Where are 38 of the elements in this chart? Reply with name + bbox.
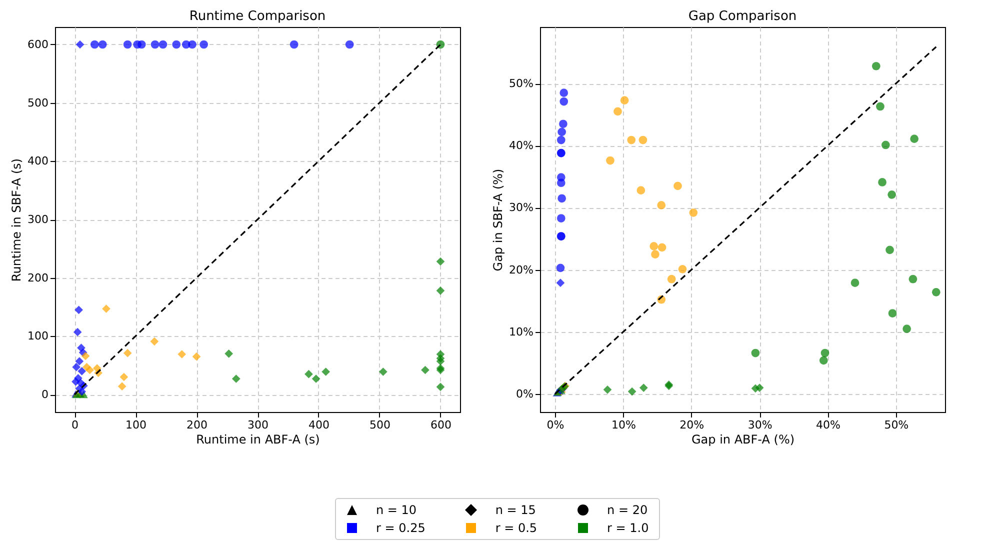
x-tick-label: 400 bbox=[308, 418, 330, 432]
text: n = 15 bbox=[495, 503, 536, 517]
y-tick-label: 50% bbox=[509, 77, 534, 90]
text: r = 1.0 bbox=[607, 521, 649, 535]
text: r = 0.5 bbox=[495, 521, 538, 535]
x-tick-label: 40% bbox=[816, 418, 840, 432]
text: r = 0.25 bbox=[376, 521, 426, 535]
x-tick-label: 0 bbox=[72, 418, 79, 432]
x-tick-label: 600 bbox=[430, 418, 452, 432]
x-tick-label: 20% bbox=[680, 418, 704, 432]
x-axis-title: Runtime in ABF-A (s) bbox=[196, 432, 320, 446]
y-tick-label: 100 bbox=[28, 330, 48, 343]
x-tick-label: 300 bbox=[248, 418, 268, 432]
y-tick-label: 400 bbox=[28, 154, 48, 168]
y-tick-label: 10% bbox=[509, 325, 534, 338]
chart-title: Runtime Comparison bbox=[189, 9, 326, 24]
x-tick-label: 30% bbox=[748, 418, 772, 432]
x-tick-label: 200 bbox=[186, 418, 208, 432]
x-axis-title: Gap in ABF-A (%) bbox=[691, 432, 795, 446]
y-axis-title: Runtime in SBF-A (s) bbox=[10, 158, 24, 282]
y-axis-title: Gap in SBF-A (%) bbox=[491, 168, 506, 272]
text: n = 10 bbox=[376, 503, 417, 517]
y-tick-label: 30% bbox=[509, 201, 534, 214]
text: n = 20 bbox=[607, 503, 648, 517]
y-tick-label: 500 bbox=[28, 96, 48, 110]
y-tick-label: 300 bbox=[28, 213, 48, 226]
y-tick-label: 200 bbox=[28, 271, 48, 284]
y-tick-label: 600 bbox=[28, 38, 48, 51]
y-tick-label: 0% bbox=[516, 387, 534, 400]
x-tick-label: 10% bbox=[611, 418, 636, 432]
y-tick-label: 20% bbox=[509, 263, 534, 276]
y-tick-label: 40% bbox=[509, 139, 534, 152]
x-tick-label: 50% bbox=[884, 418, 909, 432]
x-tick-label: 500 bbox=[369, 418, 390, 432]
x-tick-label: 100 bbox=[126, 418, 147, 432]
chart-title: Gap Comparison bbox=[688, 9, 797, 24]
x-tick-label: 0% bbox=[546, 418, 564, 432]
y-tick-label: 0 bbox=[42, 388, 48, 401]
